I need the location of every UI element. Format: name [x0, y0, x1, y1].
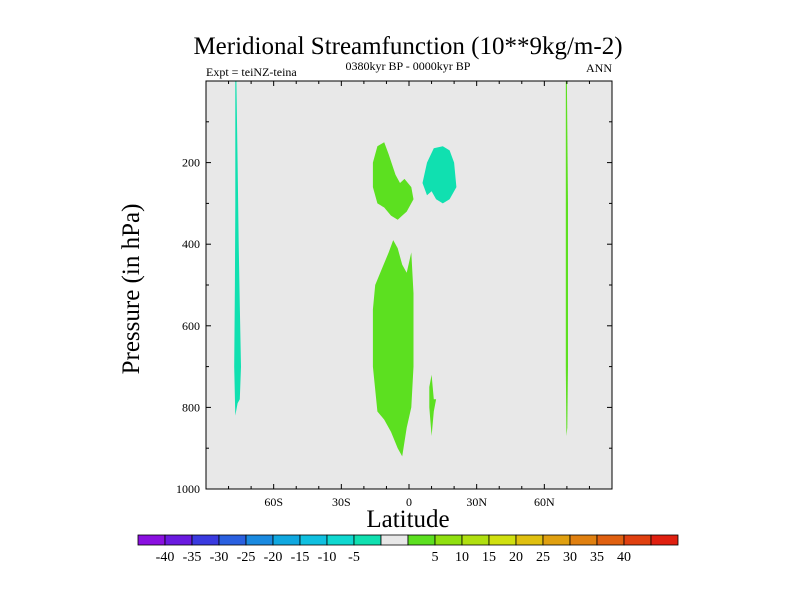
colorbar-swatch	[353, 534, 382, 546]
colorbar-swatch	[650, 534, 679, 546]
x-axis: 60S 30S 0 30N 60N	[228, 81, 590, 509]
colorbar-label: -25	[237, 550, 256, 565]
colorbar-swatch	[380, 534, 409, 546]
colorbar-swatch	[272, 534, 301, 546]
colorbar-label: 15	[482, 550, 496, 565]
colorbar-label: 20	[509, 550, 523, 565]
contour-regions	[234, 81, 568, 457]
experiment-label: Expt = teiNZ-teina	[206, 65, 297, 79]
x-tick-label: 30N	[466, 495, 487, 509]
chart-title: Meridional Streamfunction (10**9kg/m-2)	[193, 33, 622, 60]
colorbar-label: -20	[264, 550, 283, 565]
y-tick-label: 200	[182, 156, 200, 170]
x-tick-label: 60N	[534, 495, 555, 509]
colorbar-swatch	[488, 534, 517, 546]
colorbar-swatch	[434, 534, 463, 546]
nh-high-lat-positive-band	[565, 81, 568, 436]
colorbar-swatch	[245, 534, 274, 546]
colorbar-swatch	[623, 534, 652, 546]
colorbar-swatch	[218, 534, 247, 546]
colorbar-label: 25	[536, 550, 550, 565]
colorbar-label: -15	[291, 550, 310, 565]
colorbar-swatch	[515, 534, 544, 546]
lower-tropical-positive-cell	[372, 240, 414, 457]
colorbar-swatch	[164, 534, 193, 546]
y-tick-label: 400	[182, 237, 200, 251]
colorbar-swatch	[326, 534, 355, 546]
small-nh-positive-patch	[429, 374, 437, 436]
colorbar-label: -10	[318, 550, 337, 565]
colorbar-swatch	[137, 534, 166, 546]
y-tick-label: 600	[182, 319, 200, 333]
x-axis-label: Latitude	[366, 506, 449, 533]
x-tick-label: 30S	[332, 495, 351, 509]
colorbar-swatch	[569, 534, 598, 546]
time-range-label: 0380kyr BP - 0000kyr BP	[346, 59, 471, 73]
colorbar-swatch	[542, 534, 571, 546]
colorbar-label: -30	[210, 550, 229, 565]
upper-sh-positive-cell	[372, 142, 414, 220]
colorbar-label: 5	[432, 550, 439, 565]
y-axis: 200 400 600 800 1000	[176, 121, 612, 496]
y-axis-label: Pressure (in hPa)	[118, 204, 145, 375]
colorbar-label: -40	[156, 550, 175, 565]
colorbar-swatch	[407, 534, 436, 546]
colorbar-swatch	[596, 534, 625, 546]
colorbar-label: 30	[563, 550, 577, 565]
colorbar-swatch	[299, 534, 328, 546]
upper-nh-negative-cell	[422, 146, 457, 204]
x-tick-label: 60S	[264, 495, 283, 509]
colorbar-label: 35	[590, 550, 604, 565]
season-label: ANN	[586, 61, 612, 75]
x-tick-label: 0	[406, 495, 412, 509]
y-tick-label: 1000	[176, 482, 200, 496]
colorbar: -40 -35 -30 -25 -20 -15 -10 -5 5 10 15 20 25 30 35 40	[137, 534, 679, 565]
y-tick-label: 800	[182, 400, 200, 414]
colorbar-label: 10	[455, 550, 469, 565]
colorbar-label: -35	[183, 550, 202, 565]
colorbar-label: -5	[348, 550, 360, 565]
colorbar-label: 40	[617, 550, 631, 565]
colorbar-swatch	[461, 534, 490, 546]
sh-high-lat-negative-band	[234, 81, 241, 416]
colorbar-swatch	[191, 534, 220, 546]
